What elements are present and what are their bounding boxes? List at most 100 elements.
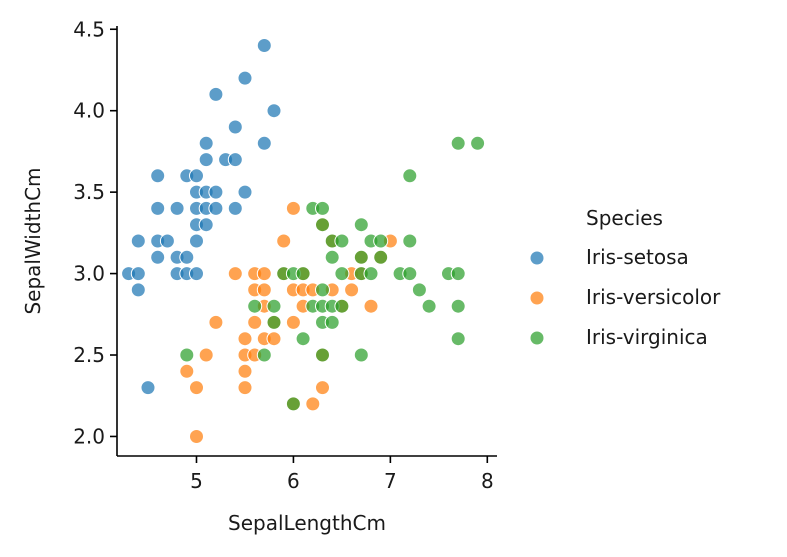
scatter-point-0-32 <box>227 152 243 168</box>
scatter-point-2-0 <box>179 347 195 363</box>
scatter-point-0-7 <box>150 168 166 184</box>
scatter-point-2-34 <box>402 168 418 184</box>
scatter-point-1-0 <box>179 363 195 379</box>
legend-label-1: Iris-versicolor <box>586 285 721 309</box>
scatter-point-0-25 <box>198 217 214 233</box>
legend-label-0: Iris-setosa <box>586 245 689 269</box>
scatter-point-1-2 <box>189 380 204 396</box>
scatter-point-1-3 <box>198 347 214 363</box>
scatter-point-1-21 <box>276 233 292 249</box>
scatter-point-0-35 <box>237 184 253 200</box>
scatter-point-1-41 <box>363 298 379 314</box>
scatter-point-2-21 <box>324 314 340 330</box>
scatter-point-1-4 <box>208 314 224 330</box>
scatter-point-0-5 <box>150 249 166 265</box>
scatter-point-1-25 <box>285 200 301 216</box>
scatter-point-1-19 <box>266 331 282 347</box>
x-axis-label: SepalLengthCm <box>228 511 386 535</box>
scatter-point-0-3 <box>130 233 146 249</box>
scatter-point-1-16 <box>256 282 272 298</box>
scatter-point-0-24 <box>198 152 214 168</box>
y-tick-label: 3.5 <box>73 180 105 204</box>
scatter-point-2-13 <box>315 282 330 298</box>
legend: Species Iris-setosa Iris-versicolor Iris-v… <box>529 206 721 349</box>
scatter-point-0-21 <box>189 233 204 249</box>
y-tick-label: 3.0 <box>73 262 105 286</box>
y-tick-label: 2.5 <box>73 343 105 367</box>
x-ticks: 5 6 7 8 <box>190 456 494 493</box>
scatter-point-2-31 <box>373 249 389 265</box>
scatter-point-0-23 <box>198 135 214 151</box>
scatter-point-1-17 <box>256 266 272 282</box>
scatter-point-0-37 <box>256 135 272 151</box>
scatter-point-2-20 <box>324 249 340 265</box>
y-tick-label: 4.0 <box>73 99 105 123</box>
scatter-point-2-27 <box>353 347 369 363</box>
legend-label-2: Iris-virginica <box>586 325 708 349</box>
scatter-point-2-36 <box>402 266 418 282</box>
scatter-point-0-6 <box>150 200 166 216</box>
x-tick-label: 7 <box>384 469 397 493</box>
scatter-point-2-38 <box>421 298 437 314</box>
scatter-point-0-10 <box>169 200 185 216</box>
scatter-point-2-35 <box>402 233 418 249</box>
scatter-point-1-7 <box>237 363 253 379</box>
scatter-point-2-37 <box>411 282 427 298</box>
scatter-point-2-16 <box>315 200 330 216</box>
scatter-point-1-9 <box>237 331 253 347</box>
scatter-point-0-1 <box>130 266 146 282</box>
y-ticks: 2.0 2.5 3.0 3.5 4.0 4.5 <box>73 17 117 448</box>
y-tick-label: 4.5 <box>73 17 105 41</box>
points-layer <box>121 38 486 444</box>
scatter-point-1-29 <box>305 396 321 412</box>
scatter-point-1-13 <box>247 314 263 330</box>
scatter-point-2-6 <box>285 396 301 412</box>
scatter-point-2-43 <box>450 266 466 282</box>
scatter-point-0-38 <box>266 103 282 119</box>
scatter-point-2-14 <box>315 347 330 363</box>
scatter-point-1-6 <box>237 380 253 396</box>
scatter-point-2-24 <box>334 298 350 314</box>
scatter-point-2-12 <box>315 217 330 233</box>
scatter-point-0-27 <box>208 184 224 200</box>
scatter-point-0-33 <box>227 200 243 216</box>
scatter-point-0-4 <box>140 380 156 396</box>
scatter-point-2-4 <box>266 298 282 314</box>
legend-marker-1 <box>529 290 545 306</box>
scatter-point-0-28 <box>208 200 224 216</box>
axes: 5 6 7 8 2.0 2.5 3.0 3.5 4.0 4.5 <box>73 17 497 493</box>
scatter-point-1-33 <box>315 380 330 396</box>
scatter-point-2-41 <box>450 331 466 347</box>
scatter-point-2-25 <box>353 217 369 233</box>
scatter-point-0-31 <box>227 119 243 135</box>
scatter-point-1-24 <box>285 314 301 330</box>
scatter-point-1-37 <box>344 282 360 298</box>
scatter-point-2-22 <box>334 266 350 282</box>
scatter-point-2-44 <box>470 135 486 151</box>
scatter-point-0-16 <box>189 168 204 184</box>
y-axis-label: SepalWidthCm <box>21 167 45 314</box>
scatter-point-0-29 <box>208 86 224 102</box>
scatter-point-2-32 <box>373 233 389 249</box>
legend-marker-0 <box>529 250 545 266</box>
scatter-point-2-8 <box>295 266 311 282</box>
scatter-point-0-9 <box>159 233 175 249</box>
x-tick-label: 6 <box>287 469 300 493</box>
scatter-point-2-29 <box>363 266 379 282</box>
scatter-point-2-42 <box>450 298 466 314</box>
x-tick-label: 5 <box>190 469 203 493</box>
scatter-point-2-3 <box>266 314 282 330</box>
scatter-point-1-5 <box>227 266 243 282</box>
scatter-point-2-23 <box>334 233 350 249</box>
scatter-point-0-34 <box>237 70 253 86</box>
scatter-point-1-1 <box>189 429 204 444</box>
scatter-point-2-9 <box>295 331 311 347</box>
scatter-point-2-2 <box>256 347 272 363</box>
scatter-point-0-18 <box>189 266 204 282</box>
scatter-point-2-40 <box>450 135 466 151</box>
scatter-point-0-14 <box>179 249 195 265</box>
scatter-point-0-36 <box>256 38 272 53</box>
y-tick-label: 2.0 <box>73 424 105 448</box>
scatter-point-0-2 <box>130 282 146 298</box>
